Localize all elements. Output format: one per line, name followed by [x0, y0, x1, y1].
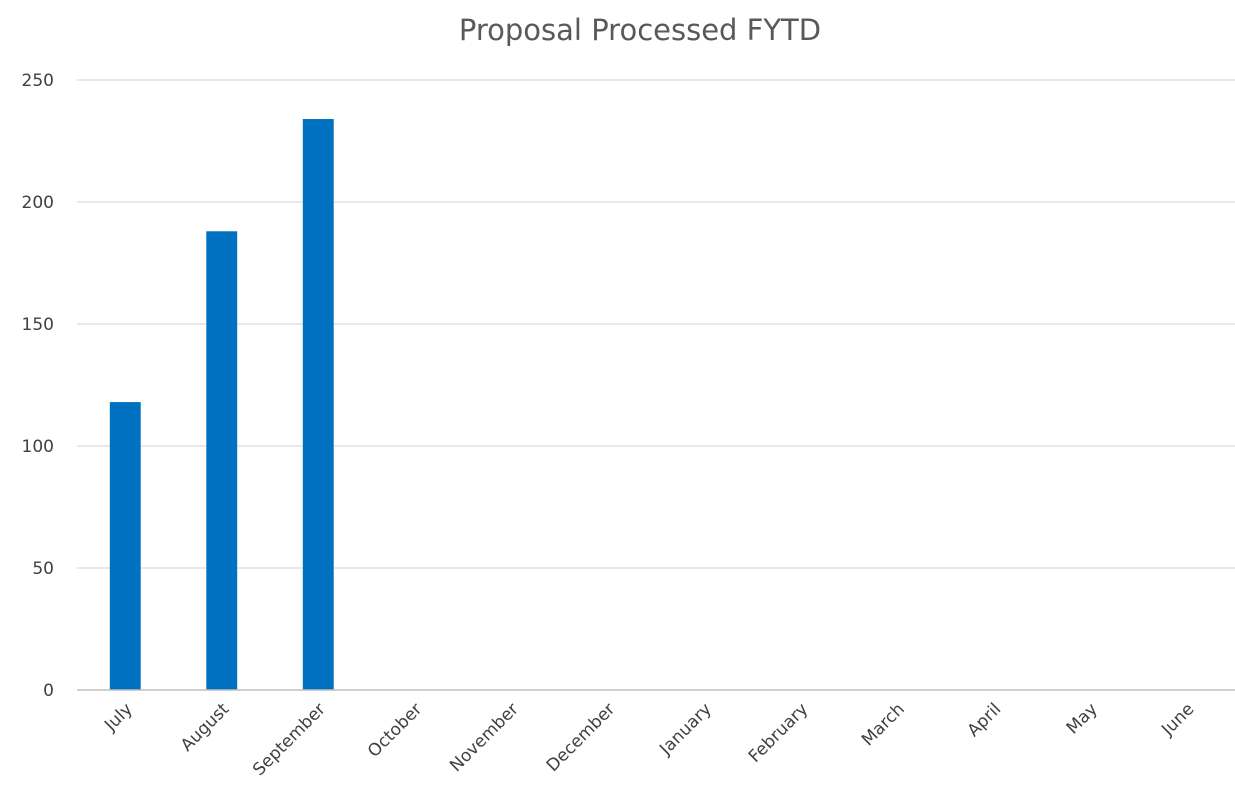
y-tick-label: 250: [22, 71, 54, 91]
x-axis-categories: July August September October November Decemb…: [100, 699, 1198, 780]
bar-july: [109, 402, 141, 690]
bar-september: [302, 119, 334, 691]
y-tick-label: 200: [22, 193, 54, 213]
y-tick-label: 100: [22, 437, 54, 457]
bars: [109, 119, 334, 691]
x-tick-label: October: [364, 699, 426, 761]
y-axis-ticks: 0 50 100 150 200 250: [22, 71, 54, 701]
y-tick-label: 0: [43, 681, 54, 701]
y-tick-label: 150: [22, 315, 54, 335]
x-tick-label: December: [543, 699, 619, 775]
x-tick-label: August: [177, 699, 233, 755]
chart-title: Proposal Processed FYTD: [459, 13, 821, 47]
x-tick-label: February: [745, 699, 812, 766]
x-tick-label: March: [858, 699, 909, 750]
x-tick-label: April: [964, 699, 1006, 741]
bar-august: [206, 231, 238, 690]
x-tick-label: November: [446, 699, 523, 776]
x-tick-label: September: [249, 699, 330, 780]
x-tick-label: January: [655, 699, 715, 759]
y-tick-label: 50: [32, 559, 54, 579]
gridlines: [77, 79, 1235, 569]
x-tick-label: May: [1063, 699, 1102, 738]
x-tick-label: June: [1157, 699, 1198, 740]
x-tick-label: July: [100, 699, 136, 735]
